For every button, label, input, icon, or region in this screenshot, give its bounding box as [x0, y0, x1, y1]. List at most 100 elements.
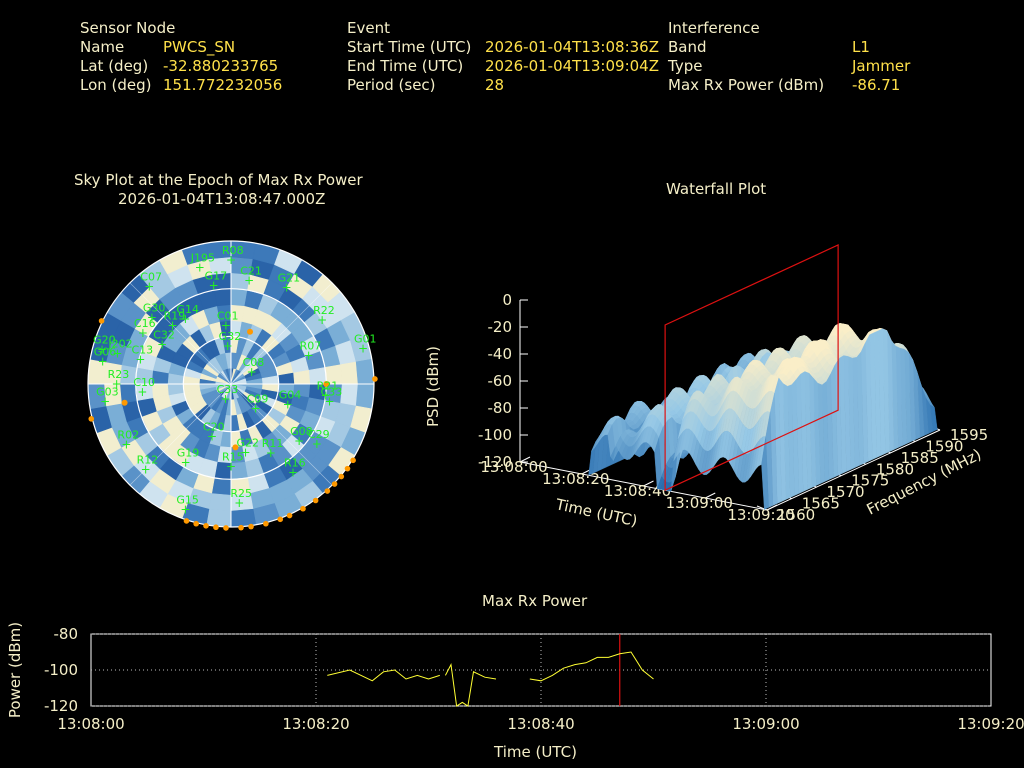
- freq-axis: [766, 429, 941, 511]
- satellite-label: G15: [176, 493, 199, 506]
- satellite-marker: +: [135, 353, 145, 367]
- satellite-label: C20: [203, 420, 225, 433]
- psd-axis-title: PSD (dBm): [424, 346, 442, 427]
- satellite-marker: +: [294, 434, 304, 448]
- sky-rim-marker: [277, 516, 284, 523]
- satellite-label: G20: [93, 333, 116, 346]
- satellite-marker: +: [282, 281, 292, 295]
- sensor-lat-value: -32.880233765: [163, 57, 279, 75]
- power-y-axis-title: Power (dBm): [6, 622, 24, 718]
- satellite-label: R19: [164, 310, 186, 323]
- satellite-label: G19: [177, 446, 200, 459]
- satellite-marker: +: [207, 429, 217, 443]
- satellite-marker: +: [223, 339, 233, 353]
- power-y-tick-label: -80: [54, 625, 79, 643]
- satellite-marker: +: [226, 253, 236, 267]
- event-start-label: Start Time (UTC): [347, 38, 472, 56]
- freq-tick-label: 1585: [901, 449, 939, 467]
- freq-tick-label: 1570: [826, 483, 864, 501]
- psd-tick-label: -80: [488, 399, 513, 417]
- satellite-label: C29: [308, 428, 330, 441]
- satellite-label: G17: [205, 269, 228, 282]
- satellite-marker: +: [180, 502, 190, 516]
- event-end-value: 2026-01-04T13:09:04Z: [485, 57, 659, 75]
- interference-band-label: Band: [668, 38, 707, 56]
- event-period-label: Period (sec): [347, 76, 436, 94]
- event-end-label: End Time (UTC): [347, 57, 464, 75]
- satellite-label: C33: [321, 385, 343, 398]
- satellite-label: C32: [153, 328, 175, 341]
- satellite-label: R23: [108, 368, 130, 381]
- maxpower-title: Max Rx Power: [482, 592, 588, 610]
- power-x-tick-label: 13:09:20: [957, 715, 1024, 733]
- sky-rim-marker: [88, 416, 95, 422]
- satellite-label: R07: [300, 340, 322, 353]
- satellite-marker: +: [251, 402, 261, 416]
- sky-rim-marker: [263, 520, 269, 527]
- interference-power-label: Max Rx Power (dBm): [668, 76, 825, 94]
- satellite-marker: +: [141, 462, 151, 476]
- psd-tick-label: -120: [478, 453, 512, 471]
- sky-cell: [205, 241, 232, 260]
- time-tick-label: 13:09:00: [666, 494, 733, 512]
- satellite-label: C01: [217, 309, 239, 322]
- satellite-label: J202: [107, 338, 132, 351]
- satellite-marker: +: [241, 445, 251, 459]
- sky-rim-marker: [286, 512, 293, 519]
- satellite-marker: +: [100, 395, 110, 409]
- power-series-line: [327, 669, 440, 682]
- sky-cell: [230, 508, 257, 527]
- sky-marker: [247, 328, 254, 335]
- satellite-marker: +: [288, 466, 298, 480]
- freq-tick-label: 1595: [950, 426, 988, 444]
- sensor-heading: Sensor Node: [80, 19, 176, 37]
- satellite-label: G04: [279, 389, 302, 402]
- satellite-marker: +: [112, 377, 122, 391]
- skyplot-title: Sky Plot at the Epoch of Max Rx Power: [74, 171, 363, 189]
- sky-rim-marker: [324, 488, 331, 494]
- time-tick-label: 13:09:20: [727, 506, 794, 524]
- satellite-marker: +: [244, 274, 254, 288]
- freq-tick-label: 1565: [802, 495, 840, 513]
- power-x-tick-label: 13:08:00: [57, 715, 124, 733]
- satellite-label: G32: [219, 330, 242, 343]
- satellite-label: G14: [176, 303, 199, 316]
- time-tick: [705, 492, 716, 499]
- satellite-marker: +: [137, 385, 147, 399]
- waterfall-surface: [588, 323, 938, 510]
- satellite-label: C16: [134, 317, 156, 330]
- satellite-marker: +: [317, 313, 327, 327]
- satellite-label: C09: [247, 393, 269, 406]
- satellite-marker: +: [147, 311, 157, 325]
- event-start-value: 2026-01-04T13:08:36Z: [485, 38, 659, 56]
- sky-rim-marker: [350, 457, 356, 464]
- sky-rim-marker: [223, 525, 229, 531]
- freq-tick-label: 1575: [851, 472, 889, 490]
- sky-heatmap: [88, 241, 374, 527]
- freq-tick-label: 1590: [925, 437, 963, 455]
- sky-rim-marker: [372, 376, 378, 382]
- power-x-tick-label: 13:09:00: [732, 715, 799, 733]
- satellite-marker: +: [157, 337, 167, 351]
- satellite-marker: +: [358, 342, 368, 356]
- satellite-marker: +: [221, 318, 231, 332]
- psd-tick-label: 0: [502, 291, 512, 309]
- freq-tick: [756, 505, 768, 511]
- sky-marker: [232, 444, 239, 451]
- sky-rim-marker: [338, 473, 345, 480]
- power-series-line: [444, 662, 497, 707]
- satellite-label: G08: [290, 425, 313, 438]
- sky-cell: [88, 383, 107, 410]
- power-y-tick-label: -120: [44, 697, 78, 715]
- sky-rim-marker: [238, 524, 244, 531]
- time-tick: [519, 456, 531, 463]
- satellite-label: R11: [262, 437, 284, 450]
- sky-rim-marker: [183, 518, 190, 524]
- satellite-marker: +: [325, 394, 335, 408]
- satellite-marker: +: [321, 389, 331, 403]
- psd-tick-label: -60: [488, 372, 513, 390]
- interference-type-value: Jammer: [852, 57, 911, 75]
- time-tick: [766, 504, 778, 511]
